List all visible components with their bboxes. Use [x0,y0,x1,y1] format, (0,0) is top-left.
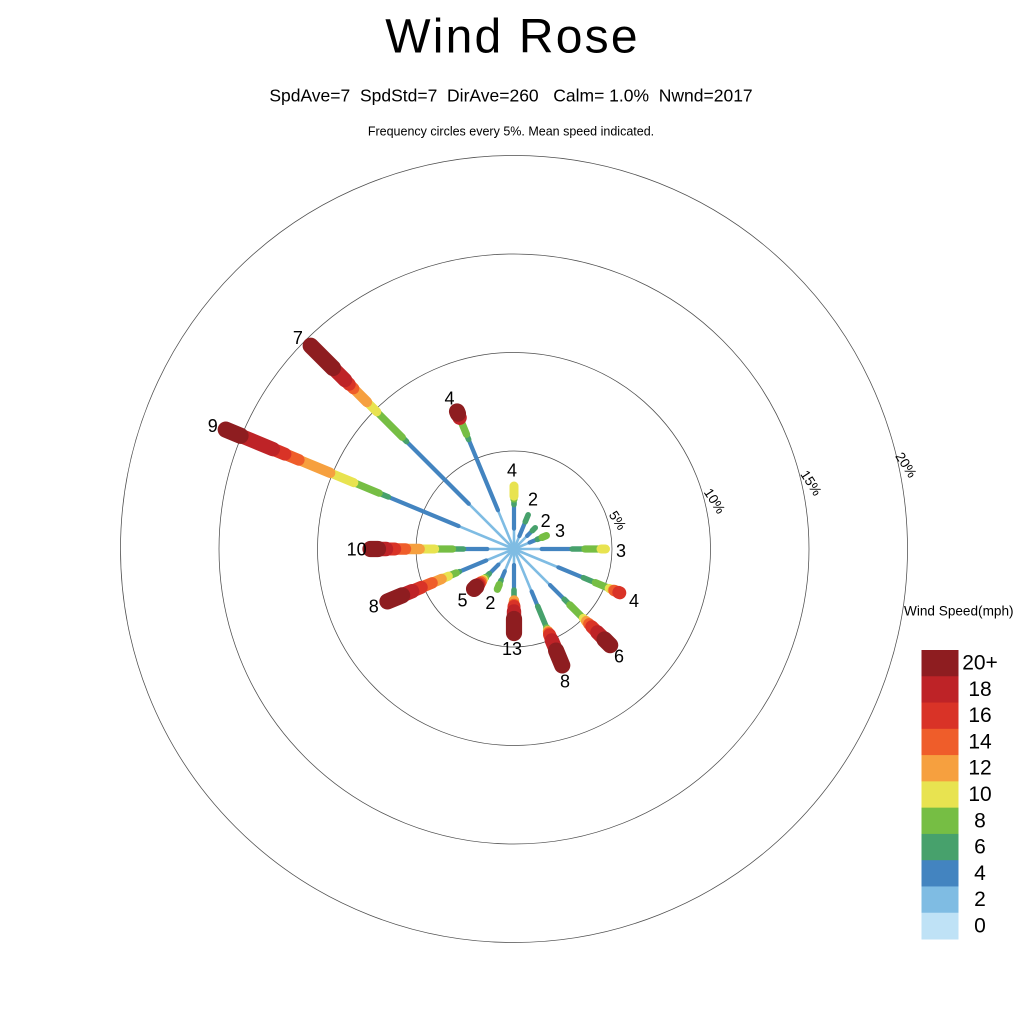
svg-text:5: 5 [457,591,467,611]
svg-text:2: 2 [541,511,551,531]
svg-text:7: 7 [293,328,303,348]
svg-text:8: 8 [974,809,986,832]
svg-text:20+: 20+ [962,652,998,675]
svg-text:12: 12 [968,757,991,780]
svg-text:14: 14 [968,730,992,753]
svg-text:Wind Speed(mph): Wind Speed(mph) [904,604,1014,619]
svg-text:6: 6 [614,647,624,667]
svg-text:2: 2 [528,490,538,510]
svg-text:16: 16 [968,704,991,727]
svg-text:2: 2 [974,888,986,911]
svg-text:0: 0 [974,914,986,937]
svg-text:8: 8 [560,672,570,692]
svg-text:3: 3 [555,521,565,541]
svg-text:Frequency circles every 5%. Me: Frequency circles every 5%. Mean speed i… [368,125,654,139]
svg-text:Wind Rose: Wind Rose [385,11,640,64]
svg-text:4: 4 [444,389,454,409]
svg-text:9: 9 [208,416,218,436]
svg-text:SpdAve=7 SpdStd=7 DirAve=260: SpdAve=7 SpdStd=7 DirAve=260 Calm= 1.0% … [269,86,752,106]
svg-text:18: 18 [968,678,991,701]
svg-text:8: 8 [369,596,379,616]
svg-text:10: 10 [347,539,367,559]
svg-text:3: 3 [616,541,626,561]
svg-text:4: 4 [507,461,517,481]
svg-text:13: 13 [502,639,522,659]
svg-text:10: 10 [968,783,991,806]
svg-text:4: 4 [974,862,986,885]
svg-text:2: 2 [485,593,495,613]
svg-text:6: 6 [974,836,986,859]
svg-text:4: 4 [629,591,639,611]
